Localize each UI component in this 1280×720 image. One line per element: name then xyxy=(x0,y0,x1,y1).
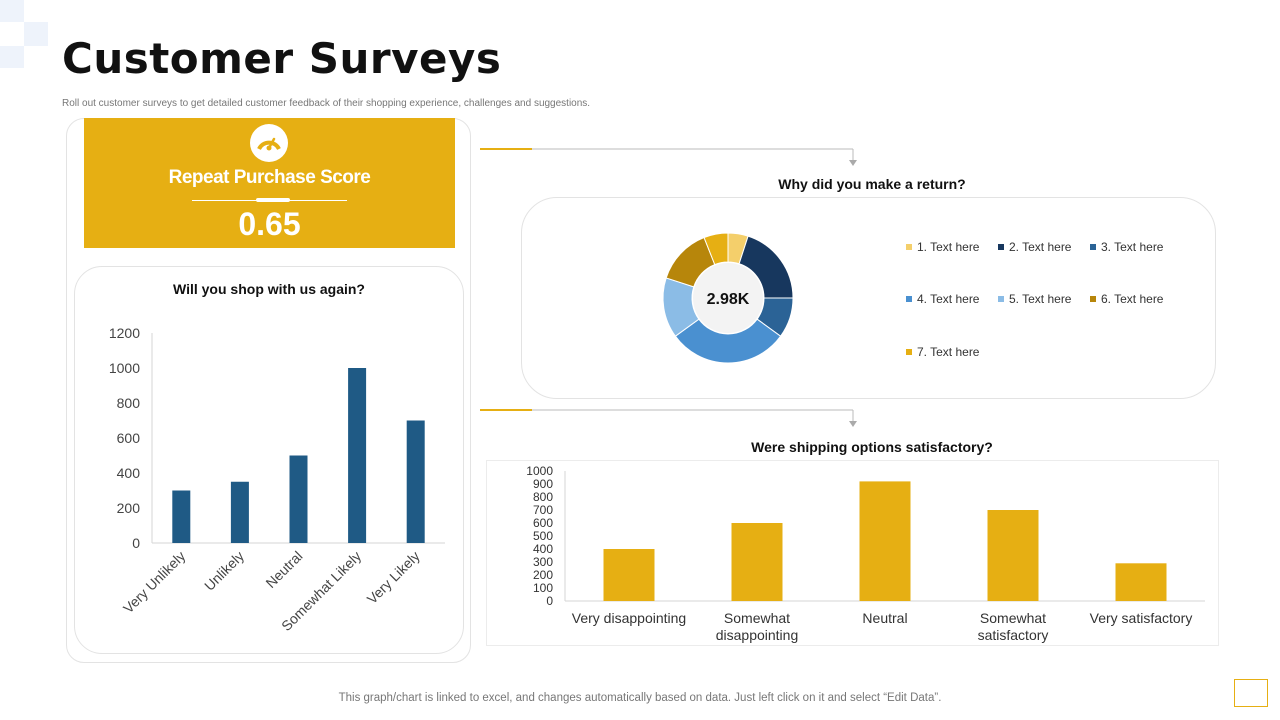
repeat-purchase-score-card: Repeat Purchase Score 0.65 xyxy=(84,118,455,248)
y-tick-label: 1000 xyxy=(526,464,553,478)
legend-label: 1. Text here xyxy=(917,240,980,254)
footer-note: This graph/chart is linked to excel, and… xyxy=(338,692,942,704)
legend-item: 2. Text here xyxy=(998,240,1071,254)
shipping-title: Were shipping options satisfactory? xyxy=(751,439,993,455)
x-tick-label: Somewhat satisfactory xyxy=(978,610,1049,643)
connector-arrow-return xyxy=(480,148,857,166)
shipping-card xyxy=(486,460,1219,646)
legend-swatch xyxy=(1090,296,1096,302)
x-tick-label: Neutral xyxy=(862,610,907,626)
x-tick-label: Somewhat disappointing xyxy=(716,610,799,643)
x-tick-label-line: Neutral xyxy=(862,610,907,626)
page-subtitle: Roll out customer surveys to get detaile… xyxy=(62,98,591,109)
y-tick-label: 900 xyxy=(533,477,553,491)
bar xyxy=(731,523,783,601)
return-reason-donut: 2.98K xyxy=(662,232,794,364)
x-tick-label: Unlikely xyxy=(201,548,247,594)
page-title: Customer Surveys xyxy=(62,34,502,83)
x-tick-label: Very satisfactory xyxy=(1090,610,1193,626)
score-label: Repeat Purchase Score xyxy=(168,167,371,188)
y-tick-label: 800 xyxy=(533,490,553,504)
legend-item: 5. Text here xyxy=(998,292,1071,306)
score-value: 0.65 xyxy=(238,206,301,242)
y-tick-label: 0 xyxy=(132,535,140,551)
return-reason-card xyxy=(521,197,1216,399)
legend-label: 6. Text here xyxy=(1101,292,1164,306)
legend-label: 3. Text here xyxy=(1101,240,1164,254)
connector-arrow-shipping xyxy=(480,409,857,427)
legend-swatch xyxy=(998,296,1004,302)
donut-slice xyxy=(703,232,729,266)
y-tick-label: 200 xyxy=(533,568,553,582)
legend-label: 4. Text here xyxy=(917,292,980,306)
y-tick-label: 400 xyxy=(533,542,553,556)
shop-again-card xyxy=(74,266,464,654)
donut-center-label: 2.98K xyxy=(707,291,750,308)
x-tick-label-line: disappointing xyxy=(716,627,799,643)
y-tick-label: 0 xyxy=(546,594,553,608)
decor-square xyxy=(0,46,24,68)
y-tick-label: 100 xyxy=(533,581,553,595)
legend-item: 1. Text here xyxy=(906,240,979,254)
x-tick-label-line: Very satisfactory xyxy=(1090,610,1193,626)
x-tick-label-line: Very disappointing xyxy=(572,610,686,626)
bar xyxy=(406,420,425,543)
x-tick-label-line: satisfactory xyxy=(978,627,1049,643)
bar xyxy=(230,481,249,543)
y-tick-label: 700 xyxy=(533,503,553,517)
legend-swatch xyxy=(906,296,912,302)
legend-label: 2. Text here xyxy=(1009,240,1072,254)
shop-again-chart: 0 200 400 600 800 1000 1200 Very Unlikely Unlike… xyxy=(109,325,445,634)
x-tick-label: Neutral xyxy=(262,548,305,591)
x-tick-label: Very Likely xyxy=(364,548,423,607)
donut-slice xyxy=(674,318,782,364)
y-tick-label: 1000 xyxy=(109,360,140,376)
x-tick-label-line: Somewhat xyxy=(724,610,790,626)
bar xyxy=(859,481,911,601)
legend-swatch xyxy=(998,244,1004,250)
legend-label: 7. Text here xyxy=(917,345,980,359)
bar xyxy=(172,490,191,543)
decor-square xyxy=(24,22,48,46)
legend-label: 5. Text here xyxy=(1009,292,1072,306)
bar xyxy=(603,549,655,601)
y-tick-label: 300 xyxy=(533,555,553,569)
decor-square xyxy=(0,0,24,22)
bar xyxy=(1115,563,1167,601)
x-tick-label-line: Somewhat xyxy=(980,610,1046,626)
legend-item: 7. Text here xyxy=(906,345,979,359)
legend-item: 3. Text here xyxy=(1090,240,1163,254)
legend-item: 4. Text here xyxy=(906,292,979,306)
x-tick-label: Very disappointing xyxy=(572,610,686,626)
bar xyxy=(348,368,367,543)
score-divider-accent xyxy=(256,198,290,202)
y-tick-label: 500 xyxy=(533,529,553,543)
y-tick-label: 800 xyxy=(117,395,141,411)
legend-swatch xyxy=(906,349,912,355)
return-reason-title: Why did you make a return? xyxy=(778,176,966,192)
speedometer-icon xyxy=(250,124,288,162)
y-tick-label: 400 xyxy=(117,465,141,481)
corner-frame xyxy=(1234,679,1268,707)
legend-swatch xyxy=(1090,244,1096,250)
y-tick-label: 600 xyxy=(117,430,141,446)
legend-swatch xyxy=(906,244,912,250)
y-tick-label: 200 xyxy=(117,500,141,516)
y-tick-label: 600 xyxy=(533,516,553,530)
bar xyxy=(987,510,1039,601)
legend-item: 6. Text here xyxy=(1090,292,1163,306)
donut-hole xyxy=(693,263,763,333)
y-tick-label: 1200 xyxy=(109,325,140,341)
shop-again-title: Will you shop with us again? xyxy=(173,281,365,297)
x-tick-label: Very Unlikely xyxy=(120,548,189,617)
bar xyxy=(289,455,308,543)
